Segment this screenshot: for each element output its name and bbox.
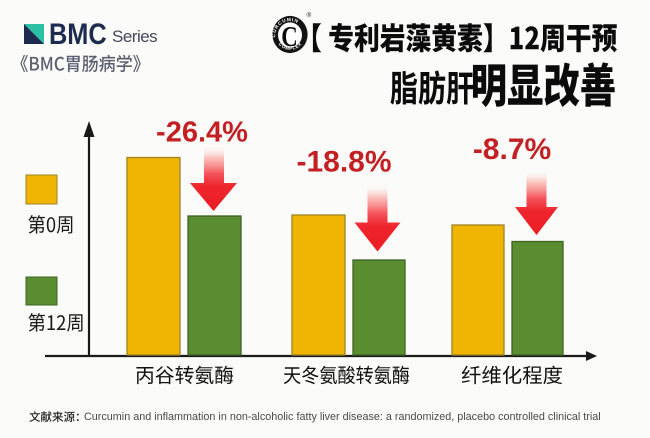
svg-text:®: ® — [307, 11, 312, 19]
svg-text:-26.4%: -26.4% — [156, 117, 248, 149]
svg-text:COMPLEX: COMPLEX — [278, 41, 303, 51]
svg-text:-8.7%: -8.7% — [473, 133, 551, 166]
svg-text:Series: Series — [112, 27, 157, 46]
svg-text:Curcumin and inflammation in n: Curcumin and inflammation in non-alcohol… — [84, 411, 601, 423]
svg-text:-18.8%: -18.8% — [296, 146, 391, 179]
svg-text:C: C — [281, 21, 297, 53]
svg-text:BMC: BMC — [49, 17, 107, 50]
